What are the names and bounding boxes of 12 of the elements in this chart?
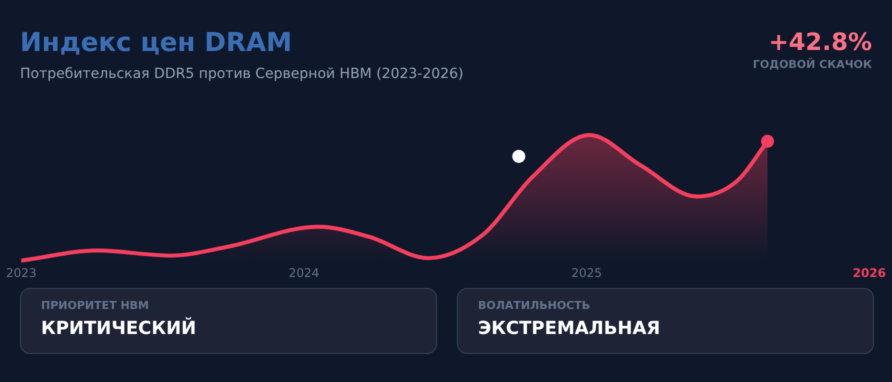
x-tick-label: 2024 xyxy=(288,266,320,280)
text: ПРИОРИТЕТ HBM xyxy=(41,299,150,312)
text: ГОДОВОЙ СКАЧОК xyxy=(752,58,872,71)
x-tick-label: 2025 xyxy=(571,266,602,280)
text: ВОЛАТИЛЬНОСТЬ xyxy=(478,299,592,312)
chart-subtitle: Потребительская DDR5 против Серверной HBM (2023-2026) xyxy=(20,66,464,82)
text: КРИТИЧЕСКИЙ xyxy=(41,318,198,339)
chart-title: Индекс цен DRAM xyxy=(20,28,292,58)
x-tick-label: 2023 xyxy=(6,266,37,280)
x-tick-label: 2026 xyxy=(852,266,886,280)
text: ЭКСТРЕМАЛЬНАЯ xyxy=(478,318,662,339)
text: +42.8% xyxy=(768,28,872,56)
